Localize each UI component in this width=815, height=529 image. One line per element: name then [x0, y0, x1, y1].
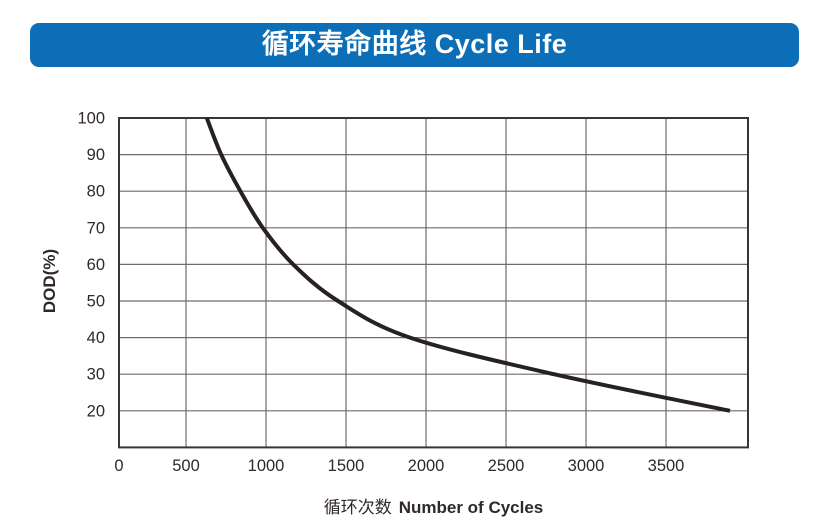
- x-axis-title-en: Number of Cycles: [398, 498, 544, 517]
- x-axis-title: 循环次数 Number of Cycles: [119, 493, 748, 518]
- y-tick-label-70: 70: [87, 219, 105, 237]
- x-tick-label-3000: 3000: [568, 457, 605, 475]
- x-tick-label-500: 500: [172, 457, 200, 475]
- x-tick-label-3500: 3500: [648, 457, 685, 475]
- header-banner: 循环寿命曲线 Cycle Life: [30, 23, 799, 67]
- y-tick-label-20: 20: [87, 402, 105, 420]
- y-tick-label-90: 90: [87, 146, 105, 164]
- y-tick-label-80: 80: [87, 183, 105, 201]
- y-tick-label-100: 100: [77, 110, 105, 128]
- y-tick-label-40: 40: [87, 329, 105, 347]
- y-tick-label-60: 60: [87, 256, 105, 274]
- x-tick-label-1000: 1000: [248, 457, 285, 475]
- plot-frame: [118, 117, 749, 449]
- x-tick-label-0: 0: [114, 457, 123, 475]
- y-axis-title: DOD(%): [40, 248, 59, 314]
- y-tick-label-30: 30: [87, 366, 105, 384]
- x-tick-label-2000: 2000: [408, 457, 445, 475]
- y-tick-label-50: 50: [87, 293, 105, 311]
- page-title: 循环寿命曲线 Cycle Life: [261, 28, 568, 59]
- x-tick-label-2500: 2500: [488, 457, 525, 475]
- cycle-life-curve: [204, 117, 731, 413]
- x-axis-title-cjk: 循环次数: [323, 498, 392, 517]
- x-tick-label-1500: 1500: [328, 457, 365, 475]
